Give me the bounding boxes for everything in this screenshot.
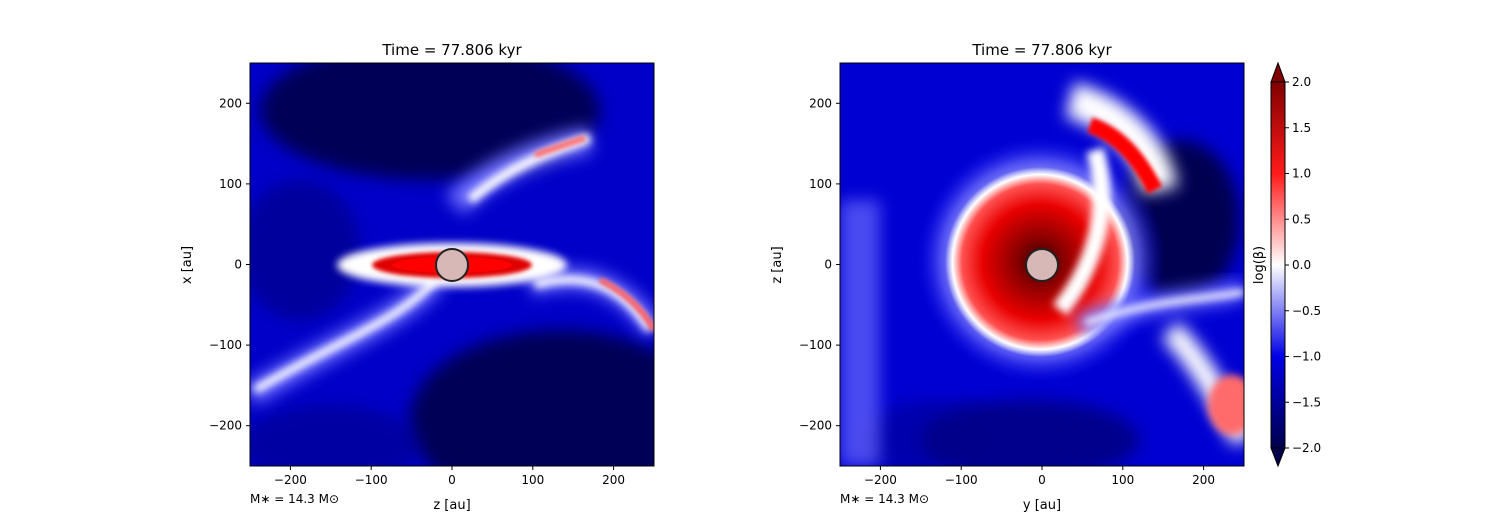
right-ytick-label: 0 (824, 258, 832, 272)
colorbar-tick-label: −1.5 (1292, 395, 1321, 409)
left-xtick-label: −100 (355, 473, 388, 487)
star-marker (435, 248, 469, 282)
left-ytick-label: 100 (219, 177, 242, 191)
colorbar-tick-label: 1.0 (1292, 167, 1311, 181)
left-mass-annotation: M∗ = 14.3 M⊙ (250, 492, 339, 506)
colorbar-tick-label: 0.0 (1292, 258, 1311, 272)
left-y-axis: −200 −100 0 100 200 (209, 96, 250, 433)
right-xtick-label: 0 (1038, 473, 1046, 487)
right-xtick-label: 200 (1192, 473, 1215, 487)
right-xtick-label: −200 (864, 473, 897, 487)
right-y-axis: −200 −100 0 100 200 (799, 96, 840, 433)
colorbar-tick-label: −2.0 (1292, 441, 1321, 455)
colorbar-extend-top (1270, 61, 1286, 83)
colorbar: 2.0 1.5 1.0 0.5 0.0 −0.5 −1.0 −1.5 −2.0 log(β) (1252, 61, 1321, 468)
left-ytick-label: −100 (209, 338, 242, 352)
right-x-axis: −200 −100 0 100 200 (864, 466, 1215, 487)
right-panel: −200 −100 0 100 200 −200 −100 0 100 200 Time = 7… (770, 41, 1245, 513)
right-mass-annotation: M∗ = 14.3 M⊙ (840, 492, 929, 506)
colorbar-extend-bottom (1270, 447, 1286, 468)
left-xtick-label: 200 (602, 473, 625, 487)
right-title: Time = 77.806 kyr (971, 41, 1112, 59)
right-xtick-label: 100 (1111, 473, 1134, 487)
left-xlabel: z [au] (433, 498, 470, 513)
right-ytick-label: −200 (799, 419, 832, 433)
left-title: Time = 77.806 kyr (381, 41, 522, 59)
colorbar-tick-label: −0.5 (1292, 304, 1321, 318)
left-ytick-label: 200 (219, 96, 242, 110)
colorbar-tick-label: 2.0 (1292, 75, 1311, 89)
left-panel: −200 −100 0 100 200 −200 −100 0 100 200 Time = 7… (180, 41, 655, 513)
left-ylabel: x [au] (180, 246, 195, 284)
left-heatmap (250, 63, 654, 466)
colorbar-tick-label: −1.0 (1292, 350, 1321, 364)
left-xtick-label: −200 (274, 473, 307, 487)
colorbar-label: log(β) (1252, 246, 1267, 284)
left-ytick-label: 0 (234, 258, 242, 272)
colorbar-gradient (1270, 81, 1286, 449)
colorbar-tick-label: 0.5 (1292, 212, 1311, 226)
right-ytick-label: 100 (809, 177, 832, 191)
star-marker (1025, 248, 1059, 282)
colorbar-tick-label: 1.5 (1292, 121, 1311, 135)
colorbar-ticks: 2.0 1.5 1.0 0.5 0.0 −0.5 −1.0 −1.5 −2.0 (1285, 75, 1321, 455)
left-x-axis: −200 −100 0 100 200 (274, 466, 625, 487)
right-ylabel: z [au] (770, 246, 785, 283)
right-ytick-label: −100 (799, 338, 832, 352)
left-xtick-label: 100 (521, 473, 544, 487)
right-xtick-label: −100 (945, 473, 978, 487)
right-ytick-label: 200 (809, 96, 832, 110)
left-ytick-label: −200 (209, 419, 242, 433)
right-xlabel: y [au] (1023, 498, 1061, 513)
left-xtick-label: 0 (448, 473, 456, 487)
